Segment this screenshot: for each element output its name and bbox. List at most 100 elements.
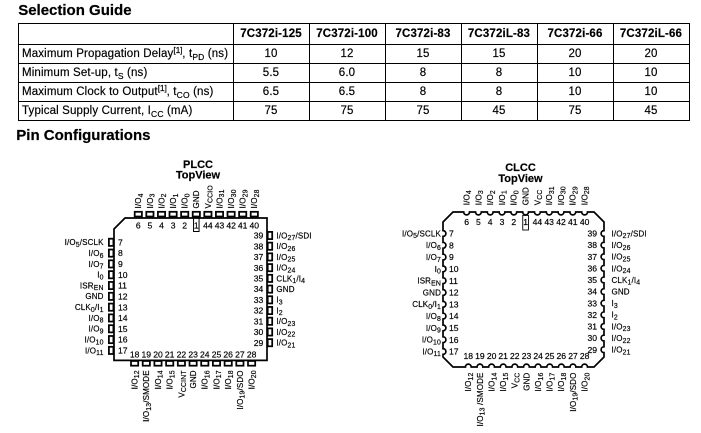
svg-text:32: 32 (254, 306, 264, 316)
svg-text:GND: GND (522, 187, 531, 205)
svg-text:I3: I3 (276, 296, 282, 307)
svg-text:GND: GND (612, 288, 630, 297)
svg-text:I/O9: I/O9 (426, 324, 441, 335)
svg-text:I/O30: I/O30 (227, 189, 238, 208)
svg-text:3: 3 (500, 217, 505, 227)
svg-text:I/O14: I/O14 (154, 370, 165, 389)
svg-text:21: 21 (165, 350, 175, 360)
svg-text:23: 23 (188, 350, 198, 360)
svg-text:16: 16 (449, 335, 459, 345)
svg-text:I/O31: I/O31 (215, 189, 226, 208)
svg-text:38: 38 (587, 240, 597, 250)
svg-text:10: 10 (449, 264, 459, 274)
svg-text:29: 29 (254, 338, 264, 348)
svg-text:I/O16: I/O16 (534, 372, 545, 391)
svg-text:41: 41 (568, 217, 578, 227)
svg-text:36: 36 (587, 264, 597, 274)
svg-text:6: 6 (136, 220, 141, 230)
svg-text:2: 2 (511, 217, 516, 227)
svg-text:22: 22 (177, 350, 187, 360)
svg-text:1: 1 (194, 220, 199, 230)
svg-text:CLK0/I1: CLK0/I1 (75, 303, 104, 314)
svg-text:33: 33 (254, 295, 264, 305)
svg-text:4: 4 (488, 217, 493, 227)
svg-text:I0: I0 (97, 271, 103, 282)
svg-text:PLCC: PLCC (183, 159, 213, 171)
svg-text:ISREN: ISREN (80, 281, 104, 292)
svg-text:VCC: VCC (533, 190, 544, 206)
svg-text:I/O24: I/O24 (276, 264, 295, 275)
svg-text:I/O17: I/O17 (546, 372, 557, 391)
svg-text:I/O15: I/O15 (166, 370, 177, 389)
svg-text:I/O5/SCLK: I/O5/SCLK (402, 229, 441, 240)
svg-text:8: 8 (118, 248, 123, 258)
svg-text:I/O23: I/O23 (276, 317, 295, 328)
svg-text:I/O11: I/O11 (422, 347, 441, 358)
svg-text:4: 4 (159, 220, 164, 230)
svg-text:2: 2 (182, 220, 187, 230)
svg-text:16: 16 (118, 335, 128, 345)
svg-text:I/O11: I/O11 (85, 346, 104, 357)
svg-text:I/O12: I/O12 (131, 370, 142, 389)
svg-text:28: 28 (247, 350, 257, 360)
svg-text:5: 5 (476, 217, 481, 227)
svg-text:I/O10: I/O10 (85, 336, 104, 347)
svg-text:20: 20 (153, 350, 163, 360)
svg-text:8: 8 (449, 240, 454, 250)
svg-text:31: 31 (254, 316, 264, 326)
svg-text:GND: GND (276, 285, 294, 294)
svg-text:I/O6: I/O6 (88, 249, 103, 260)
svg-text:14: 14 (118, 313, 128, 323)
svg-text:GND: GND (189, 370, 198, 388)
svg-text:21: 21 (498, 351, 508, 361)
svg-text:I/O8: I/O8 (88, 314, 103, 325)
svg-text:I/O18: I/O18 (224, 370, 235, 389)
svg-text:I/O3: I/O3 (474, 190, 485, 205)
svg-text:I/O30: I/O30 (557, 186, 568, 205)
svg-text:15: 15 (449, 323, 459, 333)
svg-text:18: 18 (130, 350, 140, 360)
svg-text:CLK1/I4: CLK1/I4 (276, 274, 305, 285)
svg-text:I/O0: I/O0 (510, 190, 521, 205)
svg-text:I/O21: I/O21 (276, 339, 295, 350)
svg-text:36: 36 (254, 263, 264, 273)
svg-text:I/O0: I/O0 (181, 193, 192, 208)
svg-text:I2: I2 (276, 306, 282, 317)
svg-text:9: 9 (118, 259, 123, 269)
svg-text:GND: GND (522, 372, 531, 390)
svg-text:GND: GND (85, 292, 103, 301)
svg-text:25: 25 (212, 350, 222, 360)
svg-text:I/O26: I/O26 (276, 242, 295, 253)
svg-text:24: 24 (533, 351, 543, 361)
svg-text:29: 29 (587, 345, 597, 355)
svg-text:10: 10 (118, 270, 128, 280)
svg-text:35: 35 (587, 275, 597, 285)
svg-text:I/O25: I/O25 (612, 253, 631, 264)
svg-text:I/O22: I/O22 (276, 328, 295, 339)
svg-text:I/O23: I/O23 (612, 322, 631, 333)
svg-text:I/O9: I/O9 (88, 325, 103, 336)
svg-text:5: 5 (148, 220, 153, 230)
svg-text:I/O3: I/O3 (146, 193, 157, 208)
svg-text:26: 26 (557, 351, 567, 361)
svg-text:11: 11 (449, 276, 458, 286)
svg-text:44: 44 (203, 220, 213, 230)
svg-text:I/O22: I/O22 (612, 334, 631, 345)
svg-text:I/O18: I/O18 (557, 372, 568, 391)
svg-text:I/O1: I/O1 (169, 193, 180, 208)
svg-text:33: 33 (587, 298, 597, 308)
svg-text:39: 39 (254, 231, 264, 241)
svg-text:23: 23 (522, 351, 532, 361)
svg-text:I0: I0 (435, 265, 441, 276)
svg-text:31: 31 (587, 322, 597, 332)
svg-text:CLK0/I1: CLK0/I1 (412, 300, 441, 311)
svg-text:I/O5/SCLK: I/O5/SCLK (65, 238, 104, 249)
svg-text:I3: I3 (612, 299, 618, 310)
svg-text:12: 12 (449, 288, 459, 298)
svg-text:I/O4: I/O4 (134, 193, 145, 208)
svg-text:17: 17 (449, 347, 459, 357)
svg-text:I/O25: I/O25 (276, 253, 295, 264)
svg-text:30: 30 (587, 333, 597, 343)
svg-text:I/O24: I/O24 (612, 264, 631, 275)
svg-text:CLCC: CLCC (505, 162, 536, 174)
